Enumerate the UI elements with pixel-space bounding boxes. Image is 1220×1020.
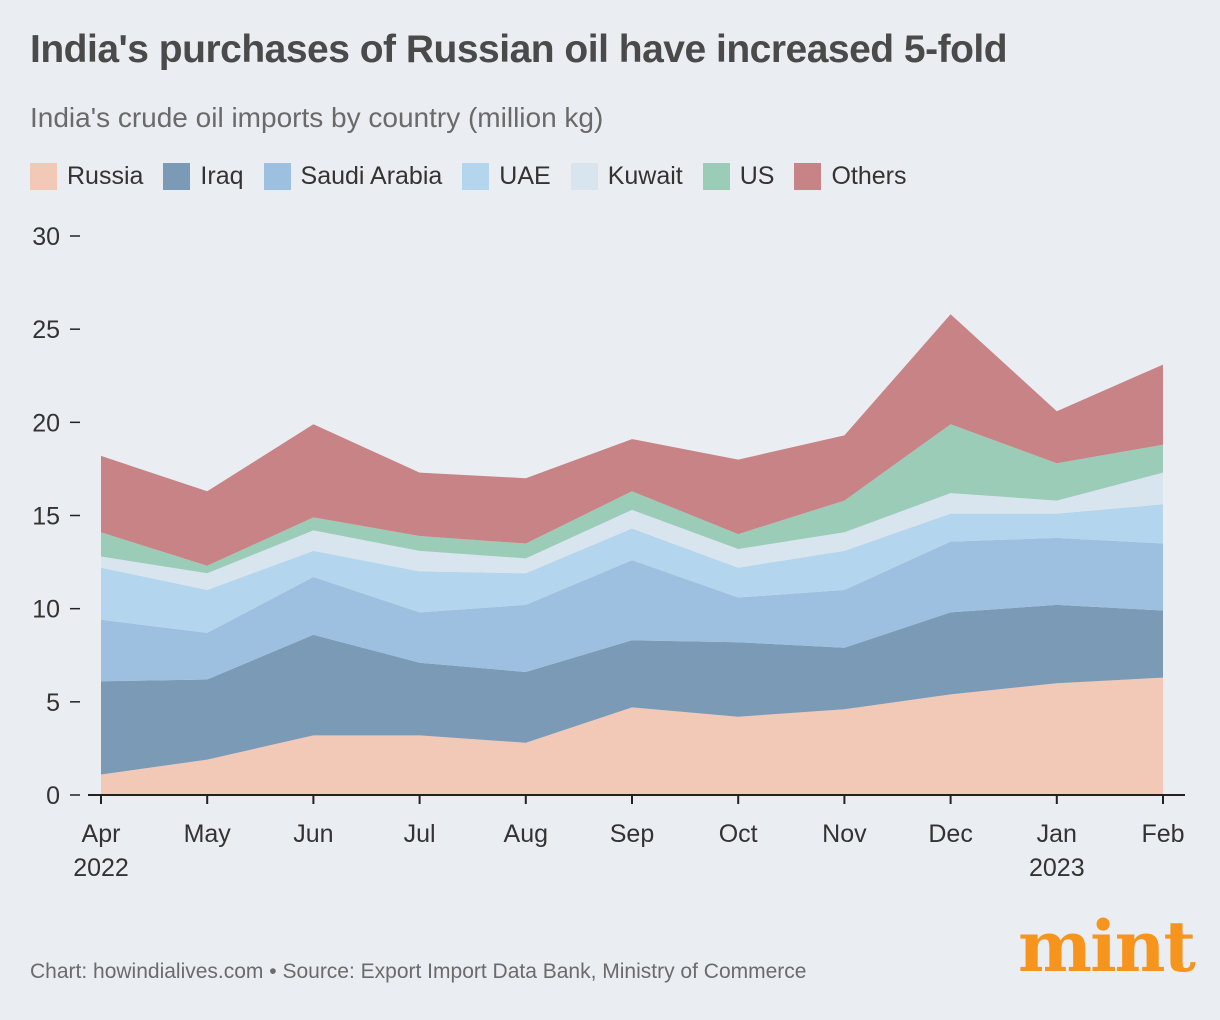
chart-subtitle: India's crude oil imports by country (mi… — [30, 102, 604, 133]
legend-label: US — [739, 162, 775, 190]
y-tick-label: 0 — [46, 782, 60, 810]
legend-item-kuwait: Kuwait — [570, 162, 683, 191]
y-tick-label: 5 — [46, 689, 60, 717]
area-uae — [101, 504, 1163, 633]
x-tick-label: Sep — [610, 820, 654, 848]
mint-logo: mint — [1018, 905, 1196, 988]
y-tick-label: 10 — [32, 596, 60, 624]
legend-label: UAE — [499, 162, 551, 190]
area-others — [101, 314, 1163, 566]
legend-swatch — [263, 163, 291, 190]
legend-label: Others — [831, 162, 907, 190]
x-tick-label: Oct — [719, 820, 758, 848]
legend-item-saudi-arabia: Saudi Arabia — [263, 162, 443, 191]
x-tick-label: Aug — [504, 820, 548, 848]
legend-label: Saudi Arabia — [300, 162, 443, 190]
x-tick-label: Feb — [1141, 820, 1184, 848]
legend-swatch — [30, 163, 57, 190]
x-tick-year-label: 2023 — [1029, 854, 1085, 882]
y-tick-label: 25 — [32, 316, 60, 344]
chart-title: India's purchases of Russian oil have in… — [30, 28, 1008, 71]
area-iraq — [101, 604, 1163, 775]
y-tick-label: 30 — [32, 223, 60, 251]
legend-swatch — [163, 163, 191, 190]
x-tick-label: May — [184, 820, 232, 848]
legend-swatch — [462, 163, 490, 190]
x-tick-label: Apr — [82, 820, 121, 848]
legend-item-iraq: Iraq — [163, 162, 244, 191]
legend-item-uae: UAE — [462, 162, 551, 191]
legend-item-us: US — [702, 162, 775, 191]
area-saudi-arabia — [101, 537, 1163, 682]
legend-item-russia: Russia — [30, 162, 143, 191]
legend-label: Russia — [67, 162, 144, 190]
x-tick-label: Nov — [822, 820, 867, 848]
legend-swatch — [570, 163, 598, 190]
x-tick-label: Jul — [404, 820, 436, 848]
area-russia — [101, 677, 1163, 795]
legend-label: Kuwait — [607, 162, 683, 190]
area-us — [101, 424, 1163, 574]
x-tick-label: Dec — [928, 820, 972, 848]
x-tick-year-label: 2022 — [73, 854, 129, 882]
legend: Russia Iraq Saudi Arabia UAE Kuwait US Others — [30, 162, 907, 191]
y-tick-label: 15 — [32, 503, 60, 531]
legend-item-others: Others — [794, 162, 907, 191]
area-kuwait — [101, 472, 1163, 590]
y-tick-label: 20 — [32, 409, 60, 437]
legend-swatch — [794, 163, 822, 190]
source-note: Chart: howindialives.com • Source: Expor… — [30, 960, 807, 983]
legend-swatch — [702, 163, 730, 190]
x-tick-label: Jan — [1037, 820, 1077, 848]
x-tick-label: Jun — [293, 820, 333, 848]
legend-label: Iraq — [200, 162, 244, 190]
